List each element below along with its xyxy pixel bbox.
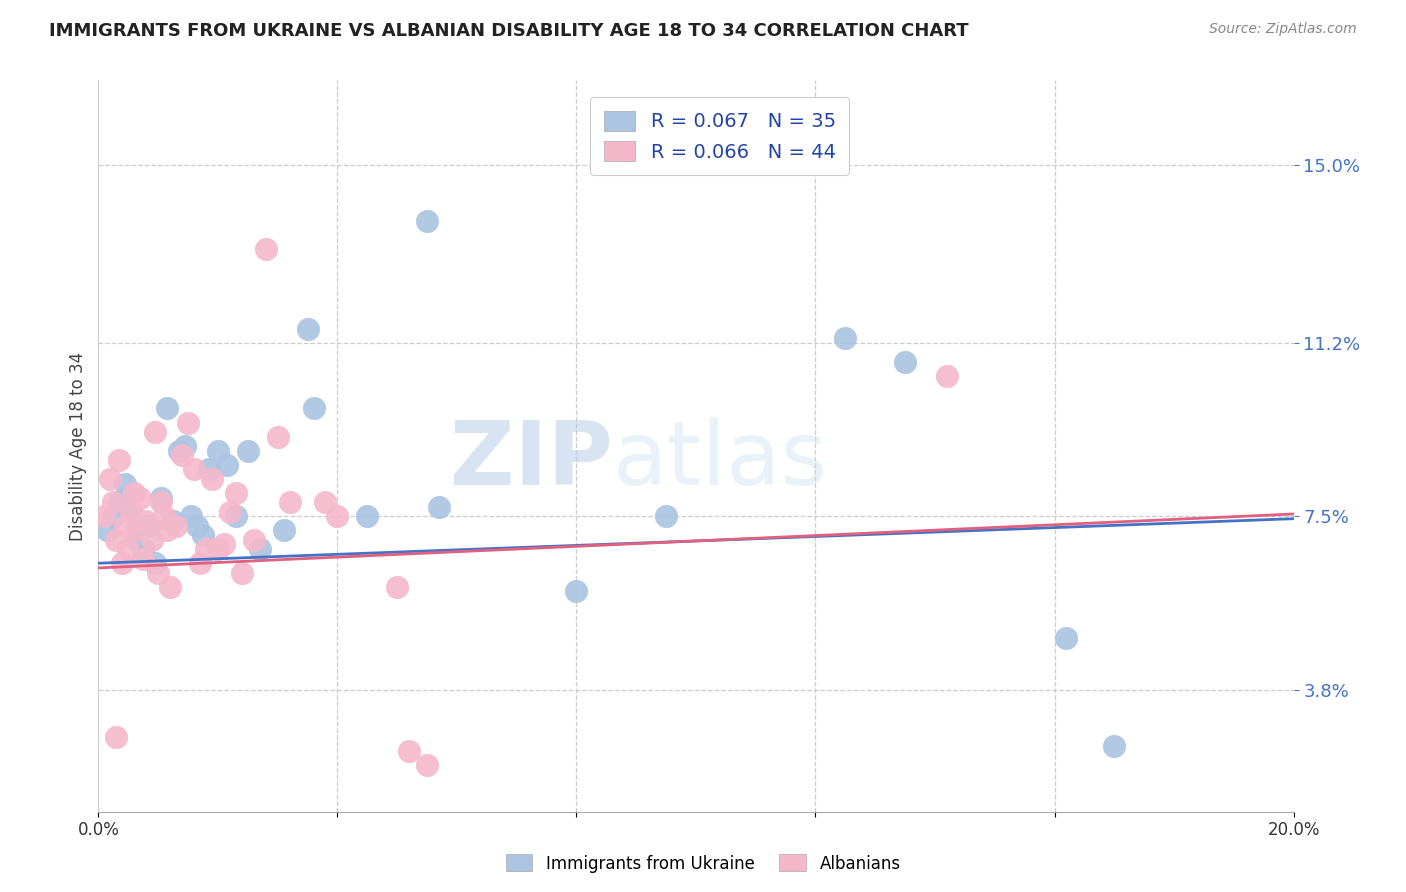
Point (177, 416, 200, 430)
Point (111, 556, 134, 570)
Point (127, 533, 149, 547)
Point (302, 401, 325, 416)
Point (159, 580, 181, 594)
Point (894, 354, 917, 368)
Point (191, 528, 214, 542)
Point (267, 429, 290, 443)
Point (565, 584, 588, 599)
Point (297, 322, 319, 336)
Point (195, 542, 218, 557)
Point (183, 462, 205, 476)
Point (167, 443, 190, 458)
Point (231, 566, 253, 580)
Point (1104, 739, 1126, 753)
Point (105, 730, 128, 744)
Point (141, 533, 163, 547)
Point (180, 509, 202, 524)
Point (132, 551, 155, 566)
Point (249, 542, 271, 557)
Point (198, 462, 221, 476)
Point (278, 495, 301, 509)
Y-axis label: Disability Age 18 to 34: Disability Age 18 to 34 (69, 351, 87, 541)
Point (273, 524, 295, 538)
Point (207, 443, 229, 458)
Point (120, 505, 142, 519)
Point (427, 500, 450, 514)
Point (254, 242, 277, 256)
Point (108, 495, 131, 509)
Point (201, 472, 224, 486)
Point (103, 495, 125, 509)
Point (834, 331, 856, 345)
Legend: Immigrants from Ukraine, Albanians: Immigrants from Ukraine, Albanians (499, 847, 907, 880)
Point (108, 453, 131, 467)
Point (416, 757, 439, 772)
Point (243, 533, 266, 547)
Point (114, 518, 136, 533)
Point (150, 495, 173, 509)
Point (148, 566, 170, 580)
Point (385, 580, 409, 594)
Point (174, 439, 197, 453)
Point (117, 542, 139, 557)
Point (188, 556, 211, 570)
Point (153, 509, 176, 524)
Point (236, 443, 259, 458)
Point (416, 214, 439, 228)
Point (150, 491, 173, 505)
Legend: R = 0.067   N = 35, R = 0.066   N = 44: R = 0.067 N = 35, R = 0.066 N = 44 (591, 97, 849, 176)
Text: atlas: atlas (613, 417, 828, 504)
Point (132, 542, 155, 557)
Point (186, 518, 208, 533)
Point (326, 509, 349, 524)
Point (225, 509, 247, 524)
Point (156, 524, 179, 538)
Point (127, 524, 149, 538)
Point (165, 518, 187, 533)
Point (98, 472, 122, 486)
Point (356, 509, 378, 524)
Point (215, 458, 238, 472)
Point (129, 491, 152, 505)
Point (398, 744, 420, 758)
Point (156, 401, 179, 416)
Point (124, 486, 146, 500)
Point (143, 425, 166, 439)
Point (143, 556, 166, 570)
Text: Source: ZipAtlas.com: Source: ZipAtlas.com (1209, 22, 1357, 37)
Point (207, 542, 229, 557)
Point (138, 518, 160, 533)
Point (225, 486, 247, 500)
Point (172, 449, 194, 463)
Point (114, 476, 136, 491)
Point (655, 509, 678, 524)
Point (212, 537, 235, 551)
Text: ZIP: ZIP (450, 417, 613, 504)
Point (1054, 632, 1078, 646)
Text: IMMIGRANTS FROM UKRAINE VS ALBANIAN DISABILITY AGE 18 TO 34 CORRELATION CHART: IMMIGRANTS FROM UKRAINE VS ALBANIAN DISA… (49, 22, 969, 40)
Point (103, 509, 125, 524)
Point (93, 509, 115, 524)
Point (96, 524, 118, 538)
Point (315, 495, 337, 509)
Point (936, 368, 959, 383)
Point (219, 505, 242, 519)
Point (105, 533, 128, 547)
Point (162, 514, 184, 528)
Point (135, 514, 157, 528)
Point (120, 505, 142, 519)
